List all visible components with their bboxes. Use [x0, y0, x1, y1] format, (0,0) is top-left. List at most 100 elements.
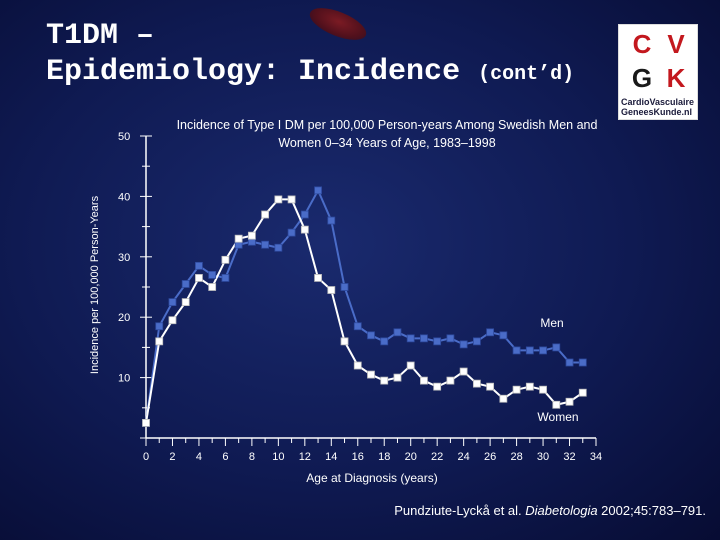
- chart-series-markers: [142, 186, 587, 427]
- women-series-line: [145, 198, 584, 424]
- logo-letter-k: K: [661, 63, 691, 93]
- women-data-point: [287, 195, 296, 204]
- women-data-point: [274, 195, 283, 204]
- women-series-label: Women: [537, 410, 578, 424]
- women-data-point: [499, 394, 508, 403]
- women-data-point: [208, 283, 217, 291]
- men-data-point: [406, 334, 415, 343]
- title-suffix: (cont’d): [478, 63, 575, 86]
- x-tick-label: 34: [590, 451, 602, 463]
- women-data-point: [221, 255, 230, 264]
- men-data-point: [261, 240, 270, 249]
- women-data-point: [300, 225, 309, 234]
- men-data-point: [208, 271, 217, 279]
- women-data-point: [327, 286, 336, 294]
- y-tick-label: 20: [118, 312, 130, 324]
- women-data-point: [406, 361, 415, 370]
- men-data-point: [433, 337, 442, 346]
- women-data-point: [261, 210, 270, 219]
- men-data-point: [300, 210, 309, 219]
- women-data-point: [472, 379, 481, 388]
- men-data-point: [459, 340, 468, 349]
- x-tick-label: 18: [378, 451, 390, 463]
- women-data-point: [340, 337, 349, 346]
- x-axis-label: Age at Diagnosis (years): [306, 471, 437, 485]
- women-data-point: [234, 234, 243, 243]
- y-tick-label: 30: [118, 252, 130, 264]
- men-data-point: [420, 334, 428, 343]
- logo-letter-v: V: [661, 29, 691, 59]
- men-data-point: [327, 216, 336, 225]
- title-line-2: Epidemiology: Incidence: [46, 55, 461, 89]
- x-tick-label: 22: [431, 451, 443, 463]
- women-data-point: [181, 298, 190, 307]
- women-data-point: [446, 376, 455, 385]
- women-data-point: [168, 316, 177, 325]
- men-data-point: [353, 322, 362, 331]
- men-data-point: [499, 331, 508, 340]
- x-tick-label: 24: [458, 451, 470, 463]
- women-data-point: [433, 382, 442, 391]
- men-data-point: [512, 346, 521, 355]
- x-tick-label: 28: [510, 451, 522, 463]
- x-tick-label: 12: [299, 451, 311, 463]
- men-data-point: [274, 243, 283, 252]
- men-data-point: [221, 274, 230, 282]
- men-data-point: [539, 346, 547, 355]
- women-data-point: [393, 373, 402, 382]
- title-line-1: T1DM –: [46, 19, 155, 53]
- women-data-point: [539, 385, 547, 394]
- women-data-point: [459, 367, 468, 376]
- women-data-point: [486, 382, 495, 391]
- women-data-point: [578, 388, 587, 397]
- men-data-point: [525, 346, 534, 355]
- logo-letter-c: C: [627, 29, 657, 59]
- women-data-point: [525, 382, 534, 391]
- x-tick-label: 26: [484, 451, 496, 463]
- men-data-point: [195, 261, 203, 270]
- women-data-point: [552, 400, 561, 409]
- x-tick-label: 6: [222, 451, 228, 463]
- x-tick-label: 8: [249, 451, 255, 463]
- men-data-point: [486, 328, 495, 337]
- x-tick-label: 4: [196, 451, 202, 463]
- chart-axes: [140, 135, 597, 446]
- logo-tagline-1: CardioVasculaire: [621, 97, 695, 107]
- men-data-point: [168, 298, 177, 307]
- y-tick-label: 50: [118, 131, 130, 143]
- x-tick-label: 16: [352, 451, 364, 463]
- slide-title: T1DM – Epidemiology: Incidence (cont’d): [46, 18, 574, 93]
- women-data-point: [247, 231, 256, 240]
- chart-title: Incidence of Type I DM per 100,000 Perso…: [176, 118, 598, 150]
- women-data-point: [420, 376, 428, 385]
- men-data-point: [287, 228, 296, 237]
- women-data-point: [195, 274, 203, 282]
- x-tick-label: 30: [537, 451, 549, 463]
- men-data-point: [578, 358, 587, 367]
- men-data-point: [446, 334, 455, 343]
- women-data-point: [565, 397, 574, 406]
- chart-series-lines: [145, 188, 584, 424]
- men-data-point: [181, 280, 190, 288]
- men-data-point: [393, 328, 402, 337]
- women-data-point: [353, 361, 362, 370]
- men-data-point: [565, 358, 574, 367]
- y-tick-label: 40: [118, 191, 130, 203]
- men-data-point: [367, 331, 375, 340]
- women-data-point: [155, 337, 164, 346]
- logo-letter-g: G: [627, 63, 657, 93]
- men-data-point: [472, 337, 481, 346]
- men-series-label: Men: [540, 316, 563, 330]
- men-data-point: [340, 283, 349, 291]
- men-data-point: [155, 322, 164, 331]
- logo-tagline: CardioVasculaire GeneesKunde.nl: [621, 97, 697, 117]
- x-tick-label: 14: [325, 451, 337, 463]
- citation: Pundziute-Lyckå et al. Diabetologia 2002…: [394, 503, 706, 518]
- citation-details: 2002;45:783–791.: [597, 503, 706, 518]
- men-data-point: [380, 337, 389, 346]
- men-data-point: [314, 186, 322, 195]
- women-data-point: [314, 274, 322, 282]
- y-axis-label: Incidence per 100,000 Person-Years: [89, 195, 101, 374]
